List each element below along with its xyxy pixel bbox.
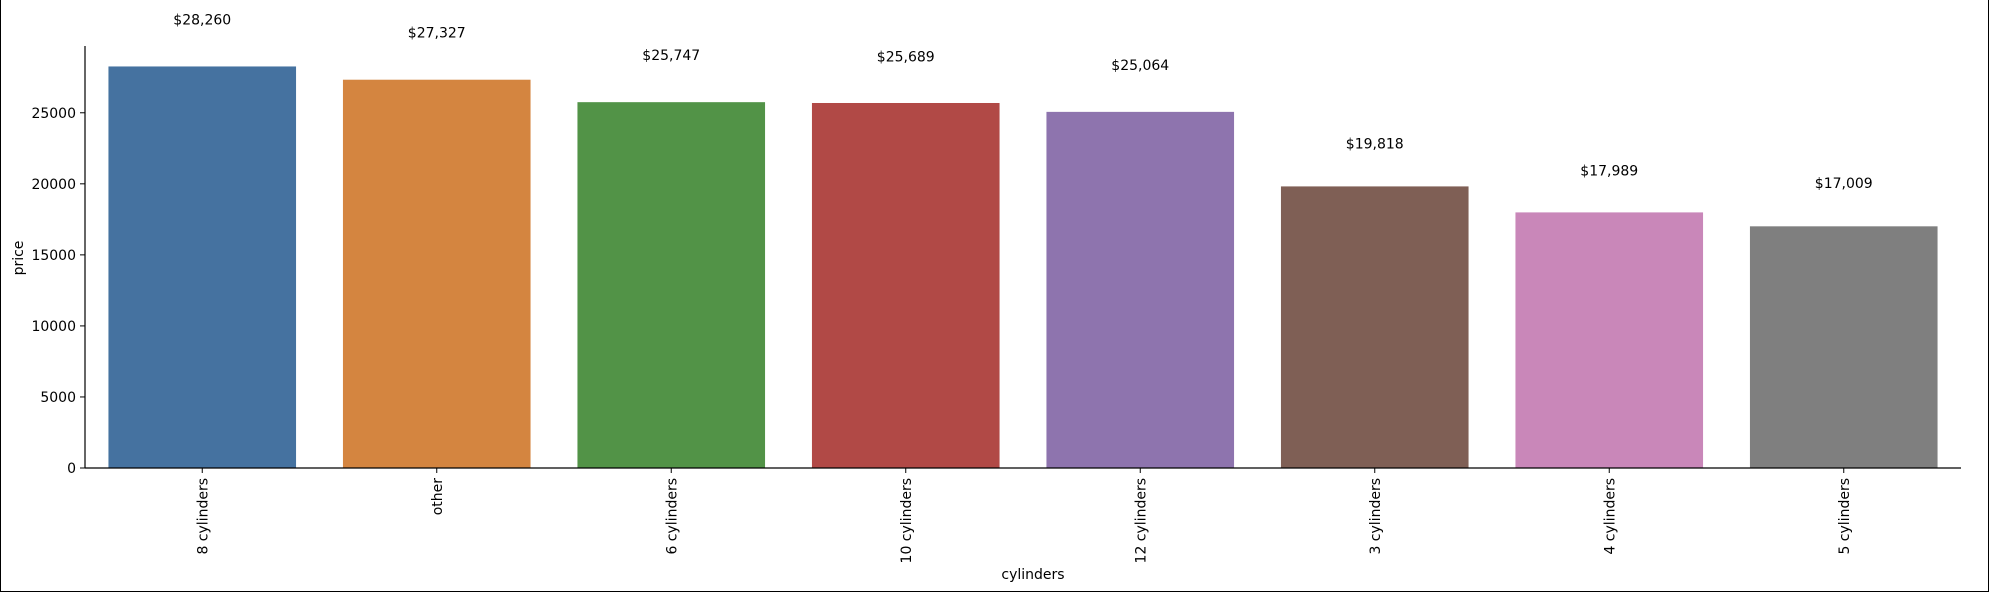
data-labels: $28,260 $27,327 $25,747 $25,689 $25,064 $19,8… (173, 13, 1872, 192)
y-tick-label: 0 (67, 461, 76, 477)
x-tick-label: 5 cylinders (1837, 478, 1853, 555)
data-label: $27,327 (408, 25, 466, 41)
x-tick-label: 4 cylinders (1602, 478, 1618, 555)
y-tick-label: 10000 (31, 319, 76, 335)
y-axis-ticks: 0 5000 10000 15000 20000 25000 (31, 106, 85, 477)
bars (108, 66, 1938, 469)
bar-5-cylinders (1749, 226, 1938, 468)
y-axis-label: price (11, 241, 27, 276)
data-label: $25,747 (642, 48, 700, 64)
bar-3-cylinders (1280, 186, 1469, 469)
data-label: $25,064 (1111, 58, 1169, 74)
x-axis-label: cylinders (1001, 567, 1064, 583)
data-label: $17,009 (1815, 176, 1873, 192)
data-label: $17,989 (1580, 163, 1638, 179)
y-tick-label: 15000 (31, 248, 76, 264)
data-label: $25,689 (877, 50, 935, 66)
bar-12-cylinders (1046, 111, 1235, 468)
x-tick-label: 3 cylinders (1368, 478, 1384, 555)
y-tick-label: 5000 (40, 390, 76, 406)
data-label: $19,818 (1346, 136, 1404, 152)
y-tick-label: 20000 (31, 177, 76, 193)
bar-other (342, 79, 531, 468)
bar-4-cylinders (1515, 212, 1704, 468)
bar-6-cylinders (577, 102, 766, 468)
x-tick-label: 6 cylinders (664, 478, 680, 555)
bar-10-cylinders (811, 102, 1000, 469)
x-axis-ticks: 8 cylinders other 6 cylinders 10 cylinders 1… (195, 468, 1853, 563)
x-tick-label: other (430, 478, 446, 516)
x-tick-label: 10 cylinders (899, 478, 915, 563)
x-tick-label: 8 cylinders (195, 478, 211, 555)
x-tick-label: 12 cylinders (1133, 478, 1149, 563)
bar-8-cylinders (108, 66, 297, 469)
y-tick-label: 25000 (31, 106, 76, 122)
data-label: $28,260 (173, 13, 231, 29)
